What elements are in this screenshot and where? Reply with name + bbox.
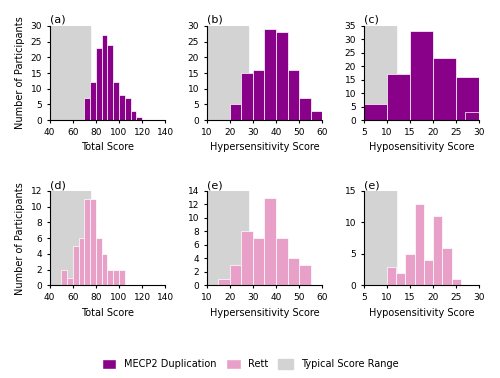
Bar xyxy=(364,191,396,285)
Bar xyxy=(50,191,90,285)
Bar xyxy=(230,265,241,285)
Bar xyxy=(410,31,433,120)
Bar xyxy=(242,73,253,120)
Bar xyxy=(73,246,78,285)
Bar xyxy=(206,191,248,285)
Bar xyxy=(130,111,136,120)
Bar xyxy=(78,238,84,285)
Bar xyxy=(299,265,310,285)
Bar xyxy=(288,70,299,120)
Bar xyxy=(90,199,96,285)
Text: (a): (a) xyxy=(50,15,66,25)
Bar xyxy=(230,104,241,120)
Bar xyxy=(276,32,287,120)
Bar xyxy=(119,95,124,120)
Bar xyxy=(442,248,452,285)
Bar xyxy=(102,35,107,120)
Bar xyxy=(102,254,107,285)
Bar xyxy=(387,74,410,120)
Bar xyxy=(433,216,442,285)
Bar xyxy=(96,48,102,120)
Bar xyxy=(108,270,113,285)
X-axis label: Hypersensitivity Score: Hypersensitivity Score xyxy=(210,143,320,152)
Bar xyxy=(364,26,396,120)
Bar xyxy=(396,273,406,285)
Bar xyxy=(50,26,90,120)
X-axis label: Total Score: Total Score xyxy=(81,143,134,152)
Text: (b): (b) xyxy=(206,15,222,25)
Bar xyxy=(310,111,322,120)
X-axis label: Total Score: Total Score xyxy=(81,308,134,318)
Bar xyxy=(433,58,456,120)
Bar xyxy=(67,277,73,285)
Y-axis label: Number of Participants: Number of Participants xyxy=(15,17,25,129)
Bar xyxy=(119,270,124,285)
Bar xyxy=(206,26,248,120)
Bar xyxy=(136,117,142,120)
Bar xyxy=(406,254,414,285)
Bar xyxy=(84,98,90,120)
Bar xyxy=(414,204,424,285)
Bar xyxy=(387,266,396,285)
Bar xyxy=(299,98,310,120)
X-axis label: Hypersensitivity Score: Hypersensitivity Score xyxy=(210,308,320,318)
Bar xyxy=(218,279,230,285)
Bar xyxy=(253,70,264,120)
Bar xyxy=(288,259,299,285)
Y-axis label: Number of Participants: Number of Participants xyxy=(15,182,25,294)
Legend: MECP2 Duplication, Rett, Typical Score Range: MECP2 Duplication, Rett, Typical Score R… xyxy=(98,355,403,373)
Bar xyxy=(466,112,479,120)
Bar xyxy=(276,238,287,285)
Bar xyxy=(424,260,433,285)
Bar xyxy=(253,238,264,285)
Bar xyxy=(108,45,113,120)
Text: (e): (e) xyxy=(206,180,222,190)
Bar xyxy=(264,198,276,285)
Bar xyxy=(84,199,90,285)
Bar xyxy=(61,270,67,285)
Bar xyxy=(113,270,119,285)
Text: (c): (c) xyxy=(364,15,378,25)
Bar xyxy=(456,77,479,120)
X-axis label: Hyposensitivity Score: Hyposensitivity Score xyxy=(369,308,474,318)
Bar xyxy=(264,29,276,120)
Bar xyxy=(96,238,102,285)
Bar xyxy=(90,82,96,120)
Text: (e): (e) xyxy=(364,180,380,190)
Text: (d): (d) xyxy=(50,180,66,190)
Bar xyxy=(242,231,253,285)
Bar xyxy=(364,104,387,120)
X-axis label: Hyposensitivity Score: Hyposensitivity Score xyxy=(369,143,474,152)
Bar xyxy=(452,279,461,285)
Bar xyxy=(113,82,119,120)
Bar xyxy=(124,98,130,120)
